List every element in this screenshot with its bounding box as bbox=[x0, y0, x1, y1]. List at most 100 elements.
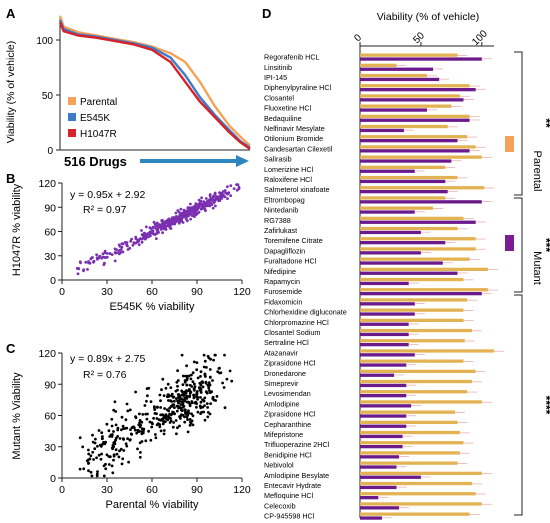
scatter-point bbox=[147, 232, 151, 236]
scatter-point bbox=[189, 377, 193, 381]
scatter-point bbox=[143, 232, 147, 236]
scatter-point bbox=[170, 219, 173, 223]
y-tick-label: 0 bbox=[47, 146, 53, 157]
scatter-point bbox=[165, 415, 169, 419]
scatter-point bbox=[166, 382, 170, 386]
scatter-point bbox=[171, 218, 175, 222]
scatter-point bbox=[195, 392, 199, 396]
scatter-point bbox=[140, 229, 143, 232]
scatter-point bbox=[171, 216, 175, 219]
bar-mutant bbox=[360, 77, 440, 82]
scatter-point bbox=[221, 193, 225, 197]
scatter-point bbox=[181, 221, 185, 224]
bar-parental bbox=[360, 155, 482, 159]
scatter-point bbox=[167, 218, 171, 222]
scatter-point bbox=[141, 413, 145, 416]
scatter-point bbox=[158, 223, 161, 226]
y-tick-label: 100 bbox=[36, 36, 53, 47]
scatter-point bbox=[178, 405, 181, 409]
scatter-point bbox=[199, 375, 202, 378]
scatter-point bbox=[176, 379, 180, 382]
scatter-point bbox=[181, 374, 185, 378]
y-tick-label: 120 bbox=[38, 348, 56, 360]
scatter-point bbox=[164, 386, 168, 390]
scatter-point bbox=[159, 225, 162, 229]
scatter-point bbox=[190, 214, 194, 218]
scatter-point bbox=[185, 210, 189, 214]
scatter-point bbox=[185, 209, 188, 213]
drug-label: Amlodipine bbox=[264, 399, 300, 408]
scatter-point bbox=[199, 406, 203, 410]
scatter-point bbox=[209, 357, 213, 361]
scatter-point bbox=[197, 210, 201, 214]
scatter-point bbox=[192, 207, 196, 211]
scatter-point bbox=[105, 252, 109, 255]
scatter-point bbox=[201, 205, 205, 208]
scatter-point bbox=[185, 217, 188, 221]
scatter-point bbox=[186, 430, 190, 434]
scatter-point bbox=[180, 408, 183, 412]
scatter-point bbox=[193, 401, 197, 405]
x-tick-label: 100 bbox=[470, 28, 490, 48]
scatter-point bbox=[110, 417, 114, 421]
scatter-point bbox=[180, 217, 184, 221]
scatter-point bbox=[208, 391, 212, 394]
drug-label: Nintedanib bbox=[264, 206, 298, 215]
scatter-point bbox=[171, 410, 175, 414]
scatter-point bbox=[105, 422, 109, 426]
drug-label: Dapagliflozin bbox=[264, 246, 305, 255]
scatter-point bbox=[172, 411, 176, 414]
scatter-point bbox=[170, 218, 174, 222]
scatter-point bbox=[103, 261, 106, 265]
scatter-point bbox=[186, 213, 190, 217]
scatter-point bbox=[190, 208, 193, 212]
scatter-point bbox=[188, 383, 192, 387]
scatter-point bbox=[168, 219, 172, 223]
scatter-point bbox=[118, 252, 121, 256]
scatter-point bbox=[172, 421, 176, 424]
scatter-point bbox=[102, 474, 106, 478]
scatter-point bbox=[75, 267, 79, 270]
scatter-point bbox=[183, 408, 187, 412]
scatter-point bbox=[203, 373, 207, 377]
scatter-point bbox=[225, 192, 229, 196]
scatter-point bbox=[201, 385, 205, 389]
scatter-point bbox=[211, 198, 215, 202]
bar-mutant bbox=[360, 108, 427, 112]
scatter-point bbox=[193, 205, 197, 209]
scatter-point bbox=[176, 209, 180, 212]
bar-parental bbox=[360, 94, 460, 98]
scatter-point bbox=[95, 474, 99, 478]
scatter-point bbox=[212, 194, 215, 198]
drug-label: Fluoxetine HCl bbox=[264, 104, 312, 113]
drug-label: Nelfinavir Mesylate bbox=[264, 124, 325, 133]
scatter-point bbox=[172, 219, 176, 223]
scatter-point bbox=[87, 452, 91, 456]
scatter-point bbox=[183, 379, 187, 382]
scatter-point bbox=[140, 427, 144, 431]
scatter-point bbox=[108, 252, 112, 255]
scatter-point bbox=[210, 390, 214, 394]
bar-parental bbox=[360, 339, 465, 343]
scatter-point bbox=[237, 185, 241, 189]
scatter-point bbox=[220, 192, 224, 196]
scatter-point bbox=[201, 205, 205, 208]
scatter-point bbox=[172, 217, 176, 221]
scatter-point bbox=[174, 215, 178, 219]
scatter-point bbox=[201, 398, 205, 402]
scatter-point bbox=[183, 210, 187, 214]
scatter-point bbox=[155, 406, 159, 409]
scatter-point bbox=[173, 222, 177, 226]
scatter-point bbox=[192, 207, 195, 211]
panel-c-xlabel: Parental % viability bbox=[106, 499, 199, 511]
scatter-point bbox=[187, 409, 190, 413]
scatter-point bbox=[206, 406, 210, 409]
scatter-point bbox=[159, 418, 163, 422]
scatter-point bbox=[97, 256, 101, 260]
scatter-point bbox=[125, 241, 129, 244]
panel-b-ylabel: H1047R % viability bbox=[11, 183, 23, 276]
scatter-point bbox=[132, 426, 136, 430]
scatter-point bbox=[204, 204, 208, 208]
scatter-point bbox=[169, 226, 172, 230]
drug-label: Regorafenib HCL bbox=[264, 53, 320, 62]
